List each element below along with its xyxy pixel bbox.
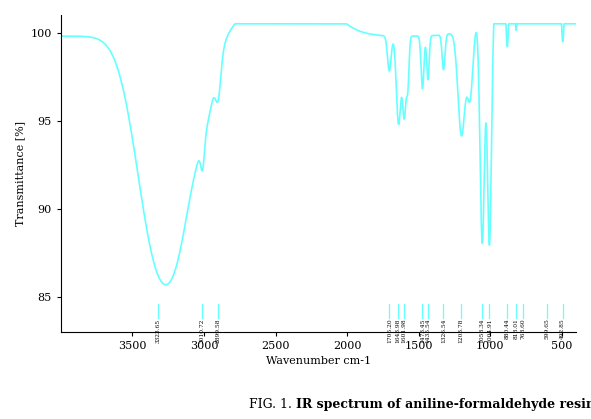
Text: 1643.98: 1643.98: [395, 318, 401, 343]
Text: 599.65: 599.65: [545, 318, 550, 339]
Text: 1435.54: 1435.54: [426, 318, 430, 343]
Y-axis label: Transmittance [%]: Transmittance [%]: [15, 121, 25, 226]
Text: 1473.45: 1473.45: [420, 318, 425, 343]
Text: 1601.98: 1601.98: [401, 318, 407, 343]
Text: 818.01: 818.01: [514, 318, 519, 339]
Text: 1705.20: 1705.20: [387, 318, 392, 343]
Text: 492.85: 492.85: [560, 318, 565, 339]
Text: 1203.78: 1203.78: [459, 318, 463, 343]
Text: 1058.34: 1058.34: [479, 318, 484, 343]
Text: 880.44: 880.44: [505, 318, 510, 339]
Text: IR spectrum of aniline-formaldehyde resin complex.: IR spectrum of aniline-formaldehyde resi…: [296, 398, 591, 411]
Text: 3010.72: 3010.72: [200, 318, 205, 343]
Text: 2899.58: 2899.58: [216, 318, 221, 343]
Text: 768.60: 768.60: [521, 318, 526, 339]
X-axis label: Wavenumber cm-1: Wavenumber cm-1: [266, 356, 371, 366]
Text: FIG. 1.: FIG. 1.: [249, 398, 296, 411]
Text: 1004.91: 1004.91: [487, 318, 492, 343]
Text: 3323.65: 3323.65: [155, 318, 160, 343]
Text: 1326.54: 1326.54: [441, 318, 446, 343]
